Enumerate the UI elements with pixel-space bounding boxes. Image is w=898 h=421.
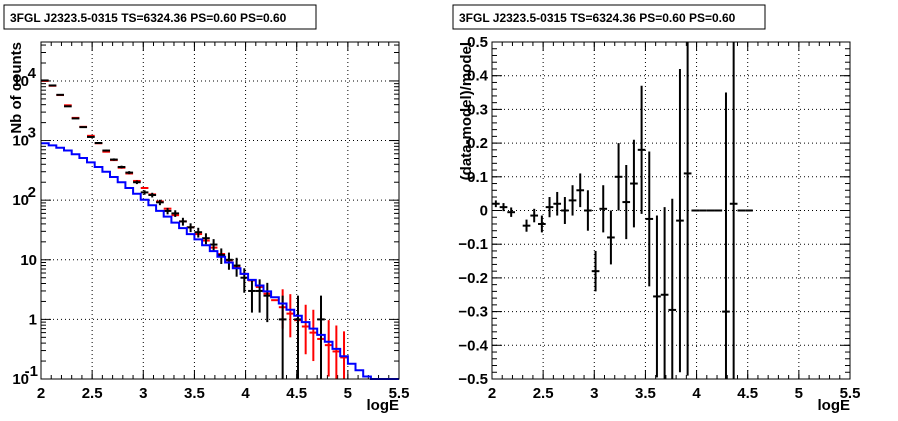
residuals-series-residuals	[492, 42, 753, 379]
residuals-x-tick-label: 5	[795, 385, 803, 402]
counts-series-data	[41, 79, 325, 379]
residuals-x-tick-label: 2	[488, 385, 496, 402]
counts-series-model_source	[41, 142, 399, 380]
counts-y-tick-label: 10	[12, 371, 29, 388]
residuals-plot-frame	[491, 41, 851, 380]
counts-title-box	[3, 4, 317, 30]
residuals-x-tick-label: 2.5	[533, 385, 554, 402]
counts-y-tick-label: 10	[12, 192, 29, 209]
counts-x-tick-label: 5	[344, 385, 352, 402]
residuals-y-tick-label: −0.5	[458, 371, 488, 388]
residuals-y-tick-label: −0.3	[458, 304, 488, 321]
counts-y-tick-exponent: 4	[28, 65, 37, 82]
counts-x-tick-label: 5.5	[389, 385, 410, 402]
counts-step-line-model_source	[41, 142, 399, 380]
residuals-y-tick-label: 0.1	[467, 169, 488, 186]
counts-panel: 3FGL J2323.5-0315 TS=6324.36 PS=0.60 PS=…	[3, 4, 409, 414]
counts-axis-ticks	[40, 42, 400, 380]
residuals-series	[492, 42, 753, 379]
counts-series	[41, 79, 399, 380]
residuals-y-tick-label: −0.4	[458, 337, 488, 354]
residuals-x-tick-label: 4.5	[737, 385, 758, 402]
residuals-title: 3FGL J2323.5-0315 TS=6324.36 PS=0.60 PS=…	[459, 11, 736, 25]
residuals-y-tick-label: 0.2	[467, 135, 488, 152]
counts-y-tick-exponent: 2	[28, 184, 36, 201]
counts-x-tick-label: 3	[139, 385, 147, 402]
residuals-x-tick-label: 3.5	[635, 385, 656, 402]
counts-y-tick-label: 10	[20, 252, 37, 269]
residuals-tick-labels: 2 2.5 3 3.5 4 4.5 5 5.5 −0.5 −0.4 −0.3 −0.2 −0.1 0 0.1…	[458, 34, 860, 402]
residuals-y-tick-label: 0	[480, 203, 488, 220]
residuals-y-tick-label: 0.4	[467, 68, 489, 85]
residuals-y-tick-label: 0.5	[467, 34, 488, 51]
residuals-grid	[492, 42, 850, 379]
residuals-y-tick-label: 0.3	[467, 101, 488, 118]
counts-y-tick-label: 10	[12, 133, 29, 150]
counts-y-tick-exponent: -1	[25, 363, 38, 380]
residuals-x-axis-label: logE	[818, 397, 851, 414]
residuals-y-axis-label: (data-model)/model	[458, 42, 475, 180]
residuals-title-box	[452, 4, 766, 30]
residuals-x-tick-label: 3	[590, 385, 598, 402]
residuals-y-tick-label: −0.2	[458, 270, 488, 287]
counts-y-tick-label: 10	[12, 73, 29, 90]
counts-y-tick-label: 1	[29, 311, 37, 328]
counts-x-tick-label: 4.5	[286, 385, 307, 402]
counts-x-axis-label: logE	[367, 397, 400, 414]
residuals-x-tick-label: 4	[692, 385, 701, 402]
counts-x-tick-label: 4	[241, 385, 250, 402]
counts-grid	[41, 42, 399, 379]
counts-title: 3FGL J2323.5-0315 TS=6324.36 PS=0.60 PS=…	[10, 11, 287, 25]
counts-x-tick-label: 2.5	[82, 385, 103, 402]
residuals-y-tick-label: −0.1	[458, 236, 488, 253]
counts-y-axis-label: Nb of counts	[8, 42, 25, 134]
counts-plot-frame	[40, 41, 400, 380]
counts-x-tick-label: 3.5	[184, 385, 205, 402]
counts-x-tick-label: 2	[37, 385, 45, 402]
residuals-x-tick-label: 5.5	[840, 385, 861, 402]
residuals-panel: 3FGL J2323.5-0315 TS=6324.36 PS=0.60 PS=…	[452, 4, 860, 414]
counts-y-tick-exponent: 3	[28, 125, 36, 142]
